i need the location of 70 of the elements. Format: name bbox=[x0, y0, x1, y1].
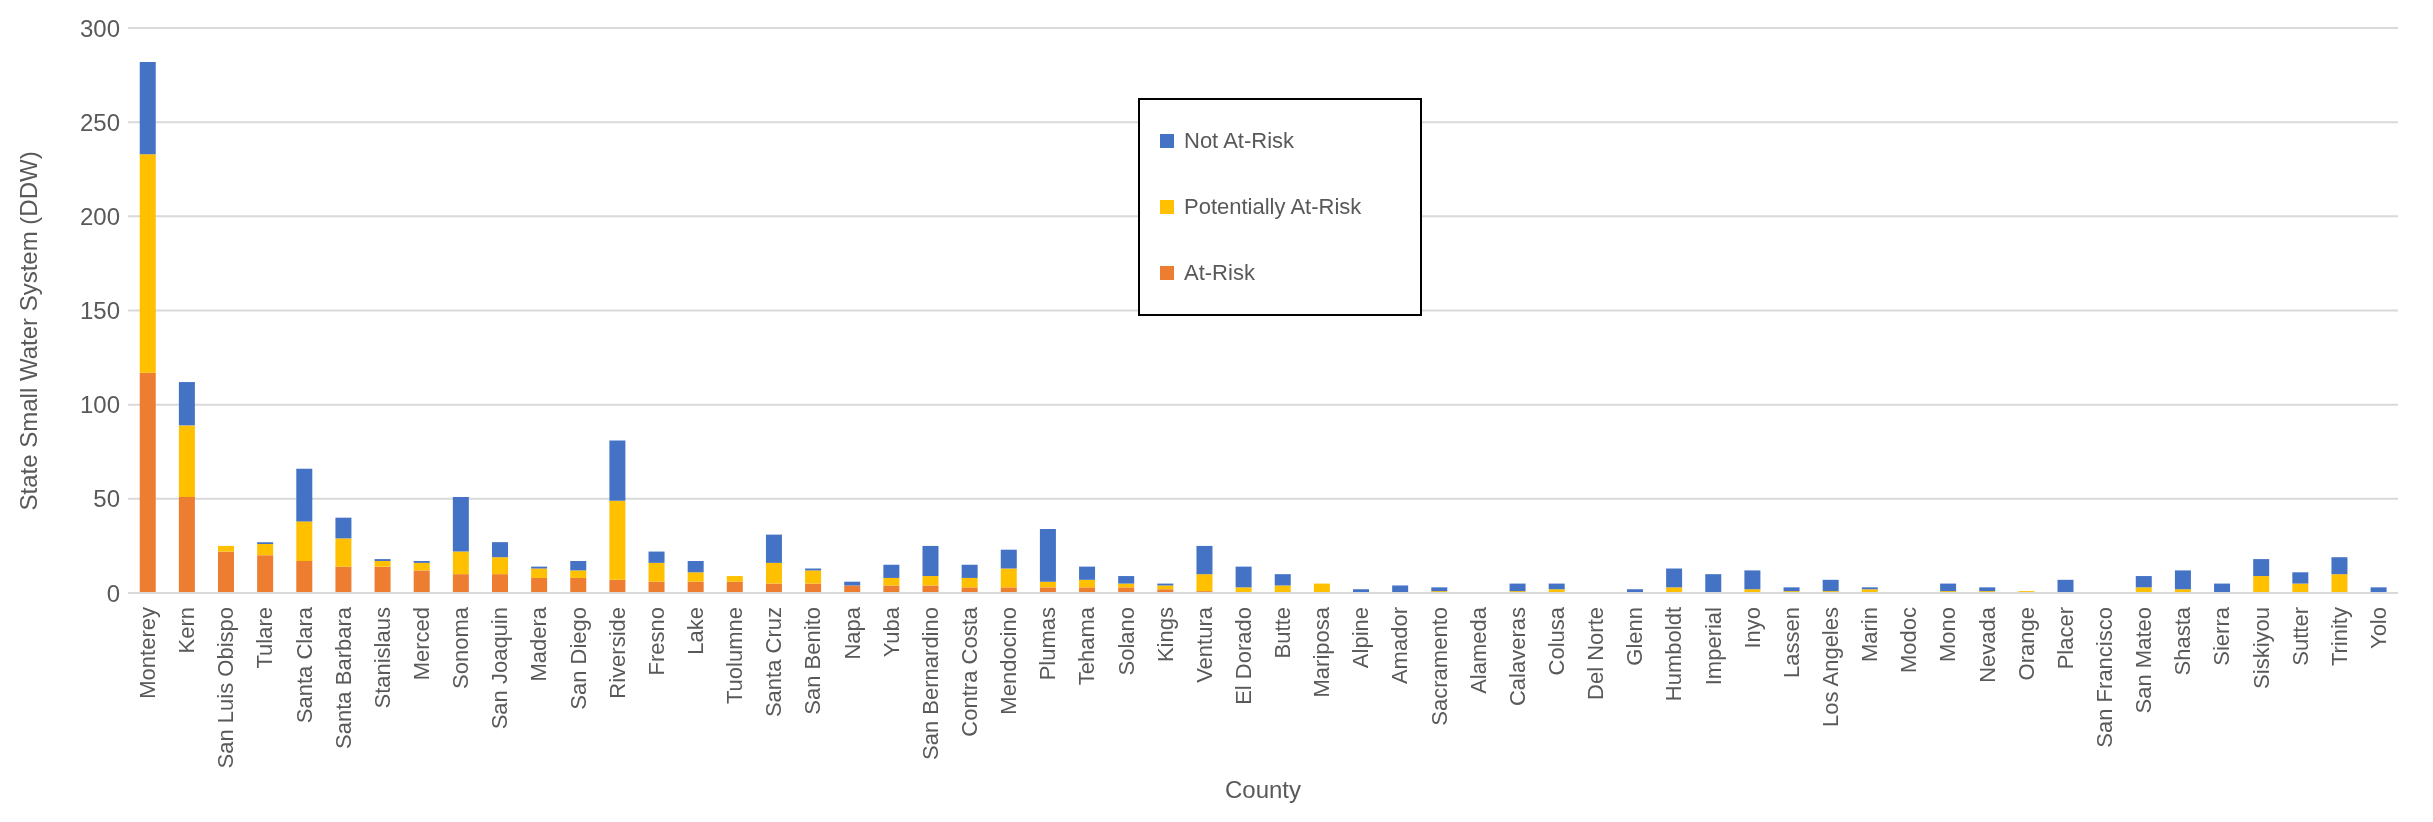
y-tick-label: 250 bbox=[79, 108, 120, 136]
x-tick-label: Ventura bbox=[1191, 606, 1217, 683]
x-tick-label: San Benito bbox=[800, 607, 826, 715]
x-tick-label: Imperial bbox=[1700, 607, 1726, 686]
x-tick-label: Amador bbox=[1387, 607, 1413, 685]
legend-label: Potentially At-Risk bbox=[1184, 194, 1362, 220]
x-tick-label: Sutter bbox=[2287, 607, 2313, 666]
x-tick-label: Tehama bbox=[1074, 606, 1100, 686]
x-tick-label: Placer bbox=[2052, 607, 2078, 670]
y-tick-label: 100 bbox=[79, 391, 120, 419]
x-tick-label: Humboldt bbox=[1661, 607, 1687, 702]
x-tick-label: Riverside bbox=[604, 607, 630, 699]
x-tick-label: Fresno bbox=[643, 607, 669, 676]
x-tick-label: San Joaquin bbox=[487, 607, 513, 730]
legend-label: At-Risk bbox=[1184, 260, 1255, 286]
x-tick-label: Mendocino bbox=[996, 607, 1022, 715]
x-tick-label: Tuolumne bbox=[722, 607, 748, 705]
x-tick-label: Alpine bbox=[1348, 607, 1374, 669]
x-tick-label: Yuba bbox=[878, 606, 904, 658]
y-tick-label: 50 bbox=[93, 485, 120, 513]
x-tick-label: Siskiyou bbox=[2248, 607, 2274, 689]
x-tick-label: Napa bbox=[839, 606, 865, 660]
x-tick-label: El Dorado bbox=[1230, 607, 1256, 705]
y-tick-label: 150 bbox=[79, 297, 120, 325]
x-tick-label: Glenn bbox=[1622, 607, 1648, 666]
x-tick-label: Inyo bbox=[1739, 607, 1765, 649]
y-axis-title: State Small Water System (DDW) bbox=[14, 151, 42, 511]
x-tick-label: Lake bbox=[683, 607, 708, 655]
x-tick-label: Santa Barbara bbox=[330, 606, 356, 749]
x-tick-label: Trinity bbox=[2326, 607, 2352, 667]
y-tick-label: 0 bbox=[106, 579, 120, 607]
x-tick-label: Modoc bbox=[1896, 607, 1922, 674]
legend-label: Not At-Risk bbox=[1184, 128, 1295, 154]
x-tick-label: Tulare bbox=[252, 607, 278, 669]
x-tick-label: Mariposa bbox=[1309, 606, 1335, 698]
x-tick-label: Kern bbox=[174, 607, 200, 654]
x-tick-label: Yolo bbox=[2365, 607, 2391, 650]
x-tick-label: Merced bbox=[409, 607, 435, 681]
x-tick-label: Colusa bbox=[1544, 606, 1570, 676]
x-tick-label: San Mateo bbox=[2131, 607, 2157, 714]
y-tick-label: 200 bbox=[79, 202, 120, 230]
x-tick-label: Contra Costa bbox=[956, 606, 982, 737]
x-tick-label: San Luis Obispo bbox=[213, 607, 239, 769]
x-tick-label: Stanislaus bbox=[369, 607, 395, 709]
x-tick-label: San Bernardino bbox=[917, 607, 943, 760]
x-tick-label: Nevada bbox=[1974, 606, 2000, 683]
x-tick-label: Calaveras bbox=[1504, 607, 1530, 707]
x-tick-label: San Diego bbox=[565, 607, 591, 710]
x-tick-label: Sacramento bbox=[1426, 607, 1452, 726]
x-tick-label: San Francisco bbox=[2091, 607, 2117, 748]
x-tick-label: Butte bbox=[1270, 607, 1296, 659]
x-tick-label: Del Norte bbox=[1583, 607, 1609, 700]
x-tick-label: Madera bbox=[526, 606, 552, 682]
x-tick-label: Alameda bbox=[1465, 606, 1491, 694]
x-tick-label: Santa Clara bbox=[291, 606, 317, 724]
x-tick-label: Solano bbox=[1113, 607, 1139, 676]
x-tick-label: Sonoma bbox=[448, 606, 474, 689]
x-tick-label: Shasta bbox=[2170, 606, 2196, 676]
y-tick-label: 300 bbox=[79, 14, 120, 42]
x-axis-title: County bbox=[1224, 776, 1302, 803]
x-tick-label: Lassen bbox=[1778, 607, 1804, 678]
x-tick-label: Marin bbox=[1857, 607, 1883, 663]
x-tick-label: Orange bbox=[2013, 607, 2039, 681]
x-tick-label: Monterey bbox=[135, 607, 161, 699]
x-tick-label: Sierra bbox=[2209, 606, 2235, 666]
x-tick-label: Plumas bbox=[1035, 607, 1061, 681]
x-tick-label: Kings bbox=[1152, 607, 1178, 663]
x-tick-label: Santa Cruz bbox=[761, 607, 787, 718]
x-tick-label: Mono bbox=[1935, 607, 1961, 663]
x-tick-label: Los Angeles bbox=[1818, 607, 1843, 727]
